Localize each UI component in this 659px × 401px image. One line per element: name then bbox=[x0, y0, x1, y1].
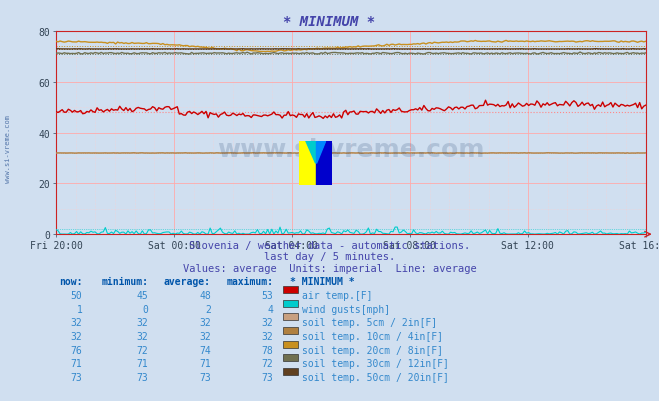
Text: air temp.[F]: air temp.[F] bbox=[302, 290, 372, 300]
Text: 32: 32 bbox=[199, 331, 211, 341]
Text: 73: 73 bbox=[262, 372, 273, 382]
Text: 48: 48 bbox=[199, 290, 211, 300]
Text: 71: 71 bbox=[136, 358, 148, 369]
Text: 0: 0 bbox=[142, 304, 148, 314]
Text: soil temp. 30cm / 12in[F]: soil temp. 30cm / 12in[F] bbox=[302, 358, 449, 369]
Text: 73: 73 bbox=[199, 372, 211, 382]
Text: 72: 72 bbox=[136, 345, 148, 355]
Text: minimum:: minimum: bbox=[101, 277, 148, 287]
Text: 71: 71 bbox=[199, 358, 211, 369]
Text: 32: 32 bbox=[71, 318, 82, 328]
Text: 32: 32 bbox=[199, 318, 211, 328]
Text: 50: 50 bbox=[71, 290, 82, 300]
Text: soil temp. 20cm / 8in[F]: soil temp. 20cm / 8in[F] bbox=[302, 345, 443, 355]
Text: 74: 74 bbox=[199, 345, 211, 355]
Text: now:: now: bbox=[59, 277, 82, 287]
Text: www.si-vreme.com: www.si-vreme.com bbox=[5, 114, 11, 182]
Text: average:: average: bbox=[164, 277, 211, 287]
Text: 45: 45 bbox=[136, 290, 148, 300]
Text: * MINIMUM *: * MINIMUM * bbox=[290, 277, 355, 287]
Text: last day / 5 minutes.: last day / 5 minutes. bbox=[264, 252, 395, 262]
Text: 32: 32 bbox=[262, 318, 273, 328]
Text: 53: 53 bbox=[262, 290, 273, 300]
Text: 71: 71 bbox=[71, 358, 82, 369]
Text: Values: average  Units: imperial  Line: average: Values: average Units: imperial Line: av… bbox=[183, 263, 476, 273]
Text: soil temp. 50cm / 20in[F]: soil temp. 50cm / 20in[F] bbox=[302, 372, 449, 382]
Text: 4: 4 bbox=[268, 304, 273, 314]
Text: Slovenia / weather data - automatic stations.: Slovenia / weather data - automatic stat… bbox=[189, 241, 470, 251]
Text: www.si-vreme.com: www.si-vreme.com bbox=[217, 138, 484, 162]
Text: 1: 1 bbox=[76, 304, 82, 314]
Text: soil temp. 5cm / 2in[F]: soil temp. 5cm / 2in[F] bbox=[302, 318, 437, 328]
Text: 2: 2 bbox=[205, 304, 211, 314]
Text: soil temp. 10cm / 4in[F]: soil temp. 10cm / 4in[F] bbox=[302, 331, 443, 341]
Text: 32: 32 bbox=[262, 331, 273, 341]
Text: 32: 32 bbox=[71, 331, 82, 341]
Text: 32: 32 bbox=[136, 318, 148, 328]
Text: 73: 73 bbox=[71, 372, 82, 382]
Text: 76: 76 bbox=[71, 345, 82, 355]
Text: 72: 72 bbox=[262, 358, 273, 369]
Text: 32: 32 bbox=[136, 331, 148, 341]
Text: 78: 78 bbox=[262, 345, 273, 355]
Text: * MINIMUM *: * MINIMUM * bbox=[283, 15, 376, 29]
Text: maximum:: maximum: bbox=[227, 277, 273, 287]
Text: 73: 73 bbox=[136, 372, 148, 382]
Text: wind gusts[mph]: wind gusts[mph] bbox=[302, 304, 390, 314]
